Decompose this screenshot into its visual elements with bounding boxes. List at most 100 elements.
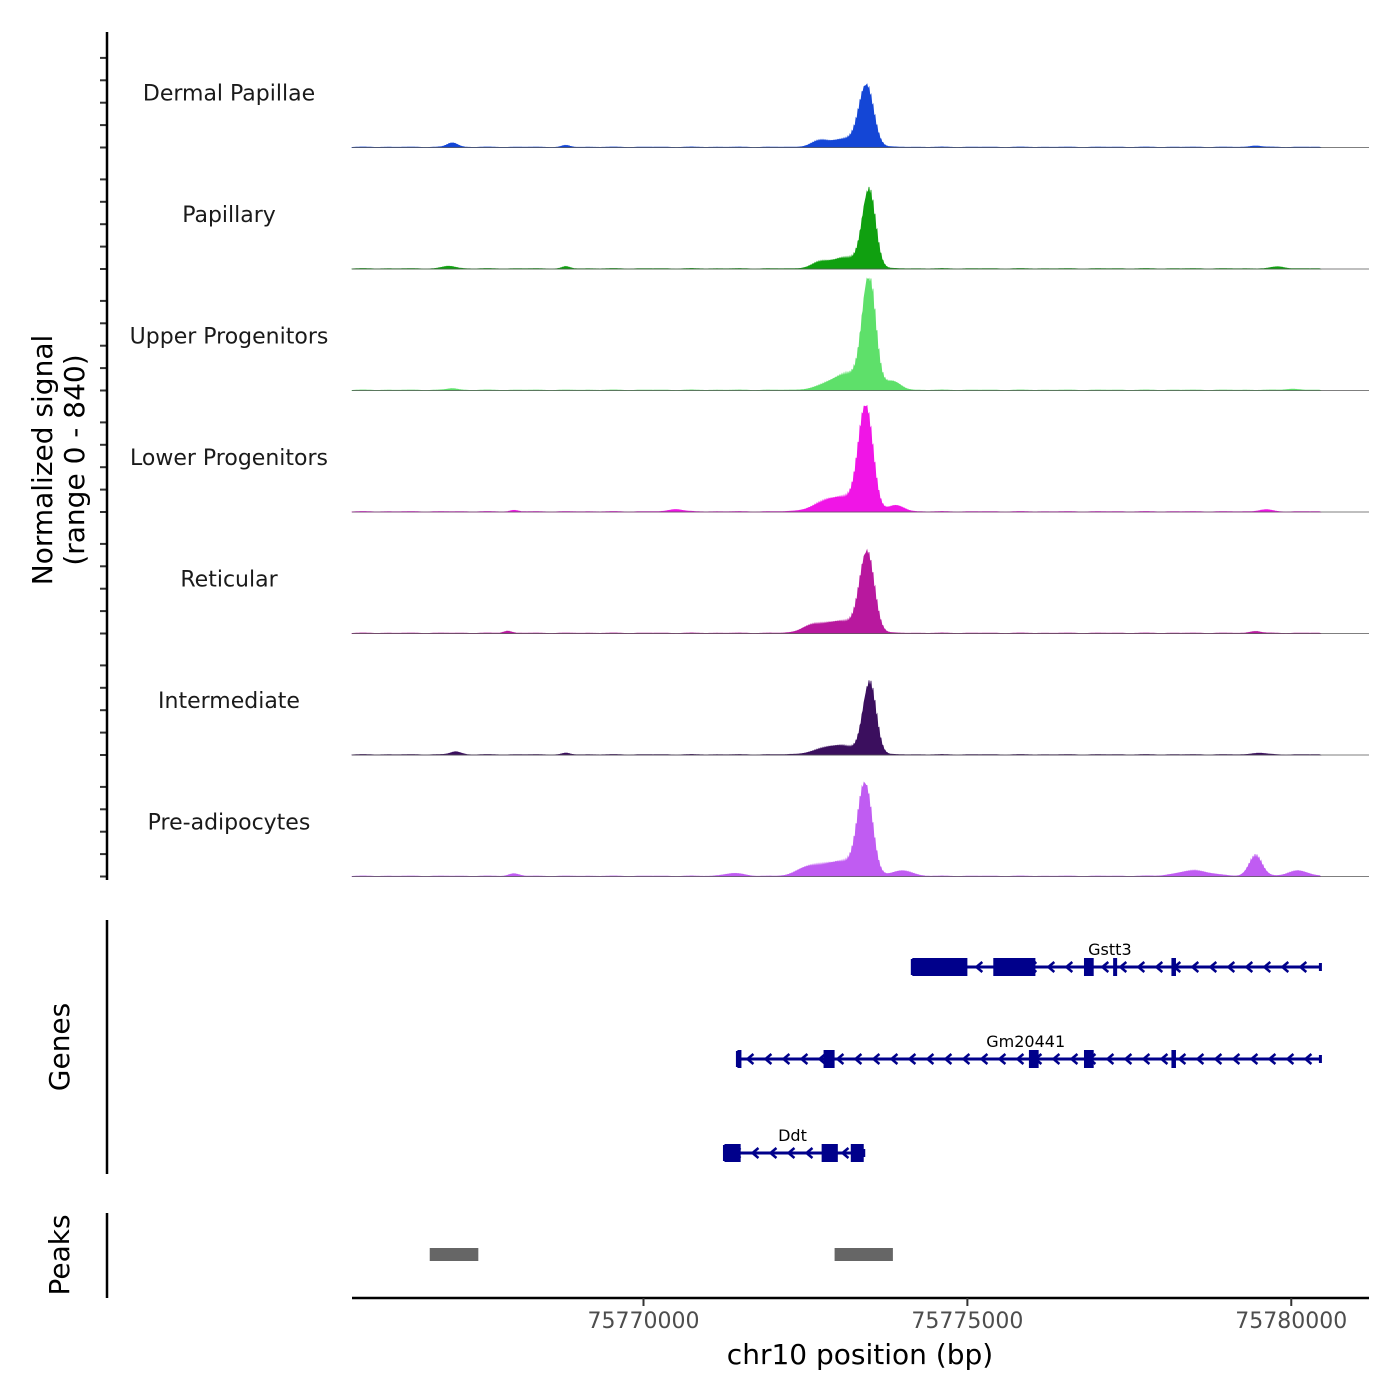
strand-arrow: [925, 1053, 935, 1065]
strand-arrow: [907, 1053, 917, 1065]
strand-arrow: [961, 1053, 971, 1065]
gene-exon: [850, 1144, 864, 1162]
strand-arrow: [974, 961, 984, 973]
strand-arrow: [804, 1147, 814, 1159]
strand-arrow: [786, 1147, 796, 1159]
track-label: Intermediate: [158, 689, 300, 714]
x-tick-label: 75770000: [588, 1309, 700, 1334]
gene-model: Ddt: [722, 1126, 866, 1162]
peak-region: [429, 1248, 479, 1261]
strand-arrow: [1141, 1053, 1151, 1065]
gene-exon: [1083, 958, 1094, 976]
gene-exon: [1171, 1050, 1176, 1068]
strand-arrow: [1159, 1053, 1169, 1065]
strand-arrow: [1226, 961, 1236, 973]
strand-arrow: [1280, 961, 1290, 973]
strand-arrow: [1051, 1053, 1061, 1065]
coverage-area: [351, 186, 1322, 270]
coverage-area: [351, 781, 1322, 877]
strand-arrow: [997, 1053, 1007, 1065]
coverage-tracks: Dermal Papillae Papillary Upper Progenitor…: [130, 82, 1369, 877]
gene-name-label: Ddt: [778, 1126, 807, 1145]
strand-arrow: [1231, 1053, 1241, 1065]
strand-arrow: [1267, 1053, 1277, 1065]
strand-arrow: [1208, 961, 1218, 973]
track-label: Papillary: [182, 203, 276, 228]
coverage-track: Reticular: [180, 548, 1369, 634]
coverage-track: Intermediate: [158, 680, 1369, 756]
strand-arrow: [835, 1053, 845, 1065]
gene-exon: [993, 958, 1036, 976]
coverage-track: Papillary: [182, 186, 1369, 270]
gene-exon: [823, 1050, 835, 1068]
strand-arrow: [781, 1053, 791, 1065]
strand-arrow: [943, 1053, 953, 1065]
strand-arrow: [1177, 1053, 1187, 1065]
track-label: Reticular: [180, 568, 278, 593]
coverage-area: [351, 680, 1322, 756]
strand-arrow: [1303, 1053, 1313, 1065]
strand-arrow: [763, 1053, 773, 1065]
strand-arrow: [1298, 961, 1308, 973]
gene-exon: [1028, 1050, 1039, 1068]
coverage-track: Dermal Papillae: [143, 82, 1369, 148]
signal-axis-title-line2: (range 0 - 840): [58, 354, 91, 565]
gene-exon: [1171, 958, 1176, 976]
strand-arrow: [1262, 961, 1272, 973]
strand-arrow: [1285, 1053, 1295, 1065]
gene-exon: [821, 1144, 838, 1162]
strand-arrow: [840, 1147, 850, 1159]
strand-arrow: [979, 1053, 989, 1065]
strand-arrow: [1136, 961, 1146, 973]
strand-arrow: [799, 1053, 809, 1065]
peaks-track-label: Peaks: [43, 1214, 76, 1295]
strand-arrow: [1154, 961, 1164, 973]
peak-region: [834, 1248, 893, 1261]
strand-arrow: [1195, 1053, 1205, 1065]
strand-arrow: [1118, 961, 1128, 973]
x-tick-label: 75780000: [1235, 1309, 1347, 1334]
strand-arrow: [871, 1053, 881, 1065]
gene-exon: [737, 1050, 742, 1068]
strand-arrow: [853, 1053, 863, 1065]
strand-arrow: [1015, 1053, 1025, 1065]
gene-exon: [912, 958, 968, 976]
coverage-track: Upper Progenitors: [130, 277, 1369, 391]
track-label: Lower Progenitors: [130, 446, 328, 471]
strand-arrow: [1069, 1053, 1079, 1065]
strand-arrow: [1100, 961, 1110, 973]
peak-regions-track: [429, 1248, 893, 1261]
strand-arrow: [1244, 961, 1254, 973]
track-label: Upper Progenitors: [130, 325, 329, 350]
strand-arrow: [745, 1053, 755, 1065]
coverage-area: [351, 277, 1322, 391]
strand-arrow: [889, 1053, 899, 1065]
track-label: Pre-adipocytes: [148, 811, 311, 836]
gene-model: Gm20441: [735, 1032, 1322, 1068]
track-label: Dermal Papillae: [143, 82, 315, 107]
coverage-area: [351, 404, 1322, 513]
gene-name-label: Gm20441: [986, 1032, 1065, 1051]
gene-model: Gstt3: [910, 940, 1322, 976]
signal-axis-title-line1: Normalized signal: [26, 335, 59, 586]
coverage-track: Lower Progenitors: [130, 404, 1369, 513]
gene-exon: [1113, 958, 1118, 976]
gene-exon: [1083, 1050, 1094, 1068]
x-axis-title: chr10 position (bp): [727, 1338, 993, 1371]
coverage-area: [351, 548, 1322, 634]
strand-arrow: [768, 1147, 778, 1159]
strand-arrow: [817, 1053, 827, 1065]
strand-arrow: [1190, 961, 1200, 973]
x-axis-ticks: 75770000 75775000 75780000: [588, 1298, 1347, 1334]
strand-arrow: [1123, 1053, 1133, 1065]
strand-arrow: [1213, 1053, 1223, 1065]
gene-name-label: Gstt3: [1088, 940, 1131, 959]
strand-arrow: [1064, 961, 1074, 973]
genes-track-label: Genes: [43, 1003, 76, 1091]
strand-arrow: [1046, 961, 1056, 973]
coverage-area: [351, 83, 1322, 148]
gene-exon: [724, 1144, 741, 1162]
gene-annotation-track: Gstt3 Gm20441 Ddt: [722, 940, 1322, 1162]
x-tick-label: 75775000: [911, 1309, 1023, 1334]
